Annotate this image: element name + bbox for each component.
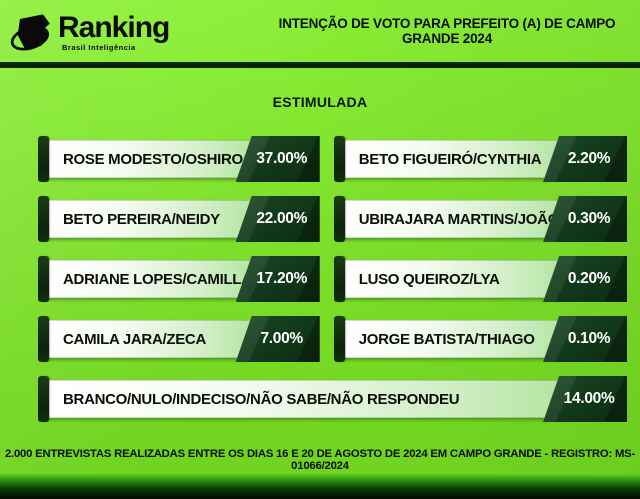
value-tag: 0.10% [543,316,628,362]
result-row: ADRIANE LOPES/CAMILLA 17.20% [38,256,320,302]
candidate-bar: UBIRAJARA MARTINS/JOÃO [342,200,560,238]
brand-name: Ranking [58,10,170,44]
result-row: CAMILA JARA/ZECA 7.00% [38,316,320,362]
results-grid: ROSE MODESTO/OSHIRO 37.00% BETO FIGUEIRÓ… [38,136,628,422]
row-left-cap [333,196,345,242]
value-tag: 0.30% [543,196,628,242]
section-label: ESTIMULADA [272,94,368,110]
result-row: BETO PEREIRA/NEIDY 22.00% [38,196,320,242]
row-left-cap [38,316,49,362]
row-left-cap [38,136,49,182]
candidate-name: CAMILA JARA/ZECA [63,330,206,348]
candidate-bar: ADRIANE LOPES/CAMILLA [47,260,252,298]
value-tag: 2.20% [543,136,628,182]
header: Ranking Brasil Inteligência INTENÇÃO DE … [0,0,640,62]
candidate-name: BETO PEREIRA/NEIDY [63,210,220,228]
value-tag: 0.20% [543,256,628,302]
value-tag: 37.00% [236,136,320,182]
candidate-bar: BETO PEREIRA/NEIDY [47,200,252,238]
value-tag: 22.00% [236,196,320,242]
row-left-cap [333,316,345,362]
row-left-cap [333,136,345,182]
header-divider [0,62,640,68]
candidate-name: ADRIANE LOPES/CAMILLA [63,270,252,288]
result-row: UBIRAJARA MARTINS/JOÃO 0.30% [333,196,628,242]
candidate-name: UBIRAJARA MARTINS/JOÃO [358,210,560,228]
candidate-bar: BETO FIGUEIRÓ/CYNTHIA [342,140,560,178]
methodology-note: 2.000 ENTREVISTAS REALIZADAS ENTRE OS DI… [4,448,636,472]
candidate-name: LUSO QUEIROZ/LYA [358,270,500,288]
candidate-bar: BRANCO/NULO/INDECISO/NÃO SABE/NÃO RESPON… [47,380,560,418]
brand-logo: Ranking Brasil Inteligência [10,8,170,56]
candidate-bar: JORGE BATISTA/THIAGO [342,320,560,358]
bird-swoosh-icon [10,14,50,51]
candidate-name: BRANCO/NULO/INDECISO/NÃO SABE/NÃO RESPON… [63,390,460,408]
bottom-gradient-band [0,474,640,499]
candidate-bar: ROSE MODESTO/OSHIRO [47,140,252,178]
row-left-cap [38,196,49,242]
value-tag: 7.00% [236,316,320,362]
value-tag: 17.20% [236,256,320,302]
value-tag: 14.00% [543,376,628,422]
candidate-bar: CAMILA JARA/ZECA [47,320,252,358]
result-row: LUSO QUEIROZ/LYA 0.20% [333,256,628,302]
result-row-full-width: BRANCO/NULO/INDECISO/NÃO SABE/NÃO RESPON… [38,376,628,422]
candidate-name: ROSE MODESTO/OSHIRO [63,150,243,168]
row-left-cap [333,256,345,302]
brand-text: Ranking Brasil Inteligência [58,10,170,52]
result-row: JORGE BATISTA/THIAGO 0.10% [333,316,628,362]
row-left-cap [38,256,49,302]
page-title: INTENÇÃO DE VOTO PARA PREFEITO (A) DE CA… [278,16,616,46]
row-left-cap [38,376,49,422]
result-row: BETO FIGUEIRÓ/CYNTHIA 2.20% [333,136,628,182]
result-row: ROSE MODESTO/OSHIRO 37.00% [38,136,320,182]
candidate-name: JORGE BATISTA/THIAGO [358,330,535,348]
brand-tagline: Brasil Inteligência [62,42,136,52]
candidate-bar: LUSO QUEIROZ/LYA [342,260,560,298]
candidate-name: BETO FIGUEIRÓ/CYNTHIA [358,150,542,168]
